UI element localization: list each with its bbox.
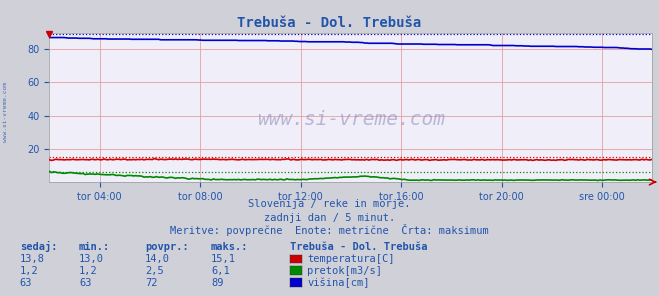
Text: 1,2: 1,2 (20, 266, 38, 276)
Text: 2,5: 2,5 (145, 266, 163, 276)
Text: 13,8: 13,8 (20, 254, 45, 264)
Text: zadnji dan / 5 minut.: zadnji dan / 5 minut. (264, 213, 395, 223)
Text: temperatura[C]: temperatura[C] (307, 254, 395, 264)
Text: sedaj:: sedaj: (20, 241, 57, 252)
Text: www.si-vreme.com: www.si-vreme.com (3, 83, 8, 142)
Text: 63: 63 (79, 278, 92, 288)
Text: maks.:: maks.: (211, 242, 248, 252)
Text: 15,1: 15,1 (211, 254, 236, 264)
Text: povpr.:: povpr.: (145, 242, 188, 252)
Text: 14,0: 14,0 (145, 254, 170, 264)
Text: 1,2: 1,2 (79, 266, 98, 276)
Text: Trebuša - Dol. Trebuša: Trebuša - Dol. Trebuša (290, 242, 428, 252)
Text: 72: 72 (145, 278, 158, 288)
Text: Trebuša - Dol. Trebuša: Trebuša - Dol. Trebuša (237, 16, 422, 30)
Text: 63: 63 (20, 278, 32, 288)
Text: Meritve: povprečne  Enote: metrične  Črta: maksimum: Meritve: povprečne Enote: metrične Črta:… (170, 224, 489, 236)
Text: višina[cm]: višina[cm] (307, 277, 370, 288)
Text: 6,1: 6,1 (211, 266, 229, 276)
Text: Slovenija / reke in morje.: Slovenija / reke in morje. (248, 199, 411, 209)
Text: www.si-vreme.com: www.si-vreme.com (257, 110, 445, 129)
Text: 89: 89 (211, 278, 223, 288)
Text: pretok[m3/s]: pretok[m3/s] (307, 266, 382, 276)
Text: 13,0: 13,0 (79, 254, 104, 264)
Text: min.:: min.: (79, 242, 110, 252)
